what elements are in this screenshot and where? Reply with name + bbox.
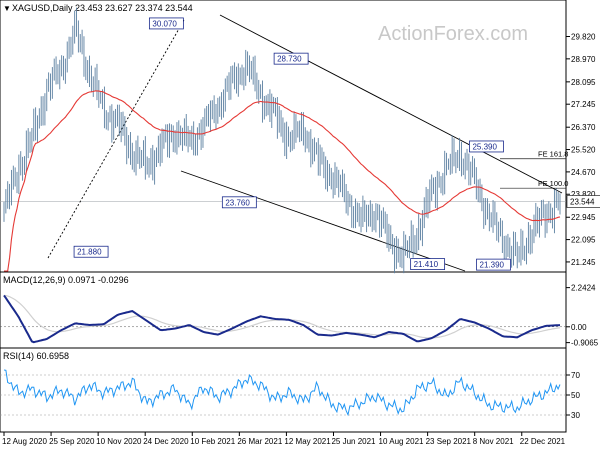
watermark: ActionForex.com: [378, 23, 528, 45]
macd-label: MACD(12,26,9) 0.0971 -0.0296: [3, 275, 129, 285]
fib-label: FE 161.8: [538, 150, 568, 159]
price-tick-label: 24.670: [571, 168, 596, 177]
fib-levels: FE 161.8 FE 100.0: [500, 150, 568, 189]
annotation-box: [148, 17, 184, 30]
macd-panel: [0, 271, 567, 349]
date-tick-label: 25 Jun 2021: [331, 437, 376, 446]
date-tick-label: 10 Nov 2020: [96, 437, 142, 446]
annotation-box: [221, 196, 257, 209]
date-tick-label: 22 Dec 2021: [520, 437, 566, 446]
annotation-box: [273, 52, 309, 65]
rsi-label: RSI(14) 60.6958: [3, 351, 69, 361]
current-price-box: [566, 195, 600, 208]
rsi-tick-label: 50: [571, 391, 580, 400]
price-candles: [3, 7, 561, 274]
annotation-label: 21.390: [480, 261, 505, 270]
annotation-box: [476, 258, 511, 271]
annotation-label: 25.390: [472, 142, 497, 151]
macd-tick-label: 2.2424: [571, 284, 596, 293]
macd-line: [3, 294, 561, 344]
annotation-label: 21.410: [414, 260, 439, 269]
annotation-box: [469, 140, 504, 153]
price-annotations: 30.070 28.730 23.760 21.880 25.390 21.410 21.3…: [73, 17, 511, 271]
date-tick-label: 10 Feb 2021: [190, 437, 235, 446]
date-axis: 12 Aug 2020 25 Sep 2020 10 Nov 2020 24 Dec …: [2, 432, 566, 446]
macd-tick-label: 0.00: [571, 323, 587, 332]
date-tick-label: 26 Mar 2021: [237, 437, 282, 446]
dashed-trendline: [47, 19, 185, 259]
date-tick-label: 10 Aug 2021: [379, 437, 424, 446]
date-tick-label: 23 Sep 2021: [426, 437, 472, 446]
rsi-layer: 70 50 30: [0, 369, 580, 420]
chart-symbol-icon: ▼: [3, 4, 11, 13]
chart-header: XAGUSD,Daily 23.453 23.627 23.374 23.544: [12, 3, 193, 13]
price-tick-label: 28.970: [571, 55, 596, 64]
lower-channel-line: [180, 170, 466, 272]
annotation-label: 30.070: [152, 19, 177, 28]
rsi-line: [3, 369, 561, 417]
rsi-tick-label: 30: [571, 411, 580, 420]
fib-label: FE 100.0: [538, 179, 568, 188]
rsi-panel: [0, 347, 567, 433]
current-price-label: 23.544: [570, 197, 595, 206]
price-tick-label: 23.820: [571, 190, 596, 199]
date-tick-label: 24 Dec 2020: [143, 437, 189, 446]
price-tick-label: 28.095: [571, 78, 596, 87]
date-tick-label: 25 Sep 2020: [49, 437, 95, 446]
annotation-label: 23.760: [225, 198, 250, 207]
price-tick-label: 22.095: [571, 236, 596, 245]
price-tick-label: 25.520: [571, 146, 596, 155]
annotation-label: 21.880: [77, 248, 102, 257]
price-tick-label: 21.245: [571, 258, 596, 267]
price-tick-label: 27.245: [571, 100, 596, 109]
macd-layer: 2.2424 0.00 -0.9065: [0, 284, 599, 348]
macd-tick-label: -0.9065: [571, 339, 599, 348]
date-tick-label: 8 Nov 2021: [473, 437, 514, 446]
price-tick-label: 22.945: [571, 213, 596, 222]
price-axis: 29.820 28.970 28.095 27.245 26.370 25.520 24.6…: [0, 33, 600, 267]
ema-line: [4, 90, 561, 272]
price-tick-label: 26.370: [571, 123, 596, 132]
date-tick-label: 12 May 2021: [284, 437, 331, 446]
upper-channel-line: [219, 14, 563, 194]
date-tick-label: 12 Aug 2020: [2, 437, 47, 446]
rsi-tick-label: 70: [571, 371, 580, 380]
annotation-label: 28.730: [277, 55, 302, 64]
price-channel: [47, 14, 563, 272]
price-tick-label: 29.820: [571, 33, 596, 42]
annotation-box: [73, 245, 109, 258]
annotation-box: [410, 258, 446, 270]
ema-line-layer: [4, 90, 561, 272]
